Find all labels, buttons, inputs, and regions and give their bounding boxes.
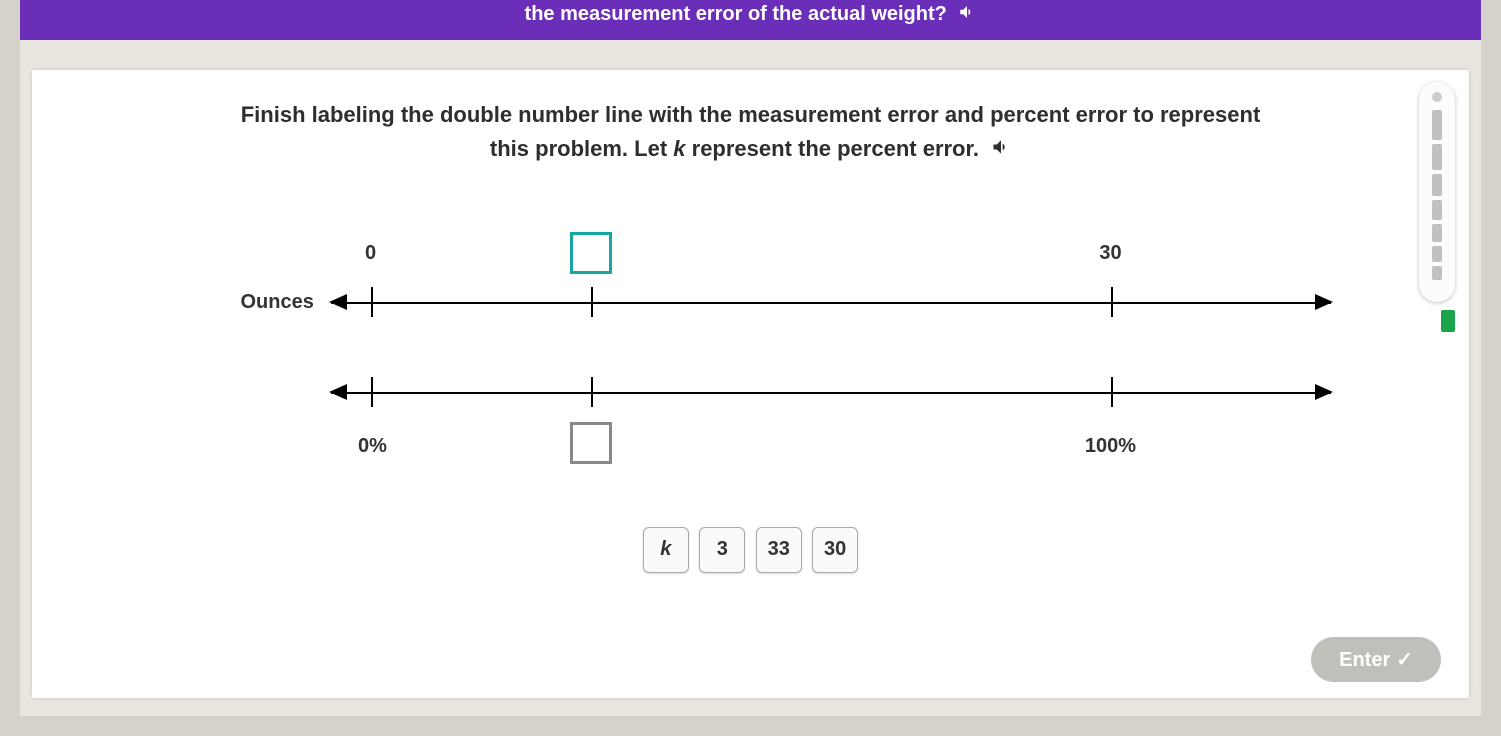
tick	[1111, 287, 1113, 317]
instruction-text: Finish labeling the double number line w…	[32, 70, 1469, 167]
instruction-line1: Finish labeling the double number line w…	[241, 102, 1261, 127]
tick-label-full-top: 30	[1099, 242, 1121, 265]
progress-segment	[1432, 246, 1442, 262]
tick-label-zero-top: 0	[365, 242, 376, 265]
axis-label-ounces: Ounces	[241, 291, 314, 314]
progress-segment	[1432, 174, 1442, 196]
instruction-line2-prefix: this problem. Let	[490, 136, 673, 161]
check-icon: ✓	[1396, 649, 1413, 671]
tick	[591, 287, 593, 317]
arrow-left-icon	[329, 384, 347, 400]
tile-3[interactable]: 3	[699, 527, 745, 573]
tick-label-full-bottom: 100%	[1085, 435, 1136, 458]
dropzone-top[interactable]	[570, 232, 612, 274]
number-line-bottom	[331, 392, 1331, 394]
instruction-line2-suffix: represent the percent error.	[686, 136, 979, 161]
tick	[1111, 377, 1113, 407]
progress-segment	[1432, 224, 1442, 242]
question-header-text: the measurement error of the actual weig…	[525, 3, 947, 25]
progress-segment	[1432, 266, 1442, 280]
arrow-right-icon	[1315, 384, 1333, 400]
progress-segment	[1432, 200, 1442, 220]
progress-indicator	[1441, 310, 1455, 332]
progress-dot	[1432, 92, 1442, 102]
tick-label-zero-bottom: 0%	[358, 435, 387, 458]
answer-tiles: k 3 33 30	[32, 527, 1469, 573]
question-header: the measurement error of the actual weig…	[20, 0, 1481, 40]
tile-k[interactable]: k	[643, 527, 689, 573]
tick	[591, 377, 593, 407]
speaker-icon[interactable]	[991, 133, 1011, 167]
outer-frame: the measurement error of the actual weig…	[20, 0, 1481, 716]
arrow-right-icon	[1315, 294, 1333, 310]
tick	[371, 287, 373, 317]
tick	[371, 377, 373, 407]
dropzone-bottom[interactable]	[570, 422, 612, 464]
progress-segment	[1432, 110, 1442, 140]
instruction-variable: k	[673, 136, 685, 161]
double-number-line: Ounces 0 30 0% 100%	[151, 207, 1351, 507]
tile-33[interactable]: 33	[756, 527, 802, 573]
content-card: Finish labeling the double number line w…	[32, 70, 1469, 698]
speaker-icon[interactable]	[958, 1, 976, 29]
tile-30[interactable]: 30	[812, 527, 858, 573]
arrow-left-icon	[329, 294, 347, 310]
number-line-top	[331, 302, 1331, 304]
enter-button[interactable]: Enter ✓	[1311, 637, 1441, 682]
progress-meter	[1419, 82, 1455, 302]
progress-segment	[1432, 144, 1442, 170]
enter-button-label: Enter	[1339, 649, 1390, 671]
